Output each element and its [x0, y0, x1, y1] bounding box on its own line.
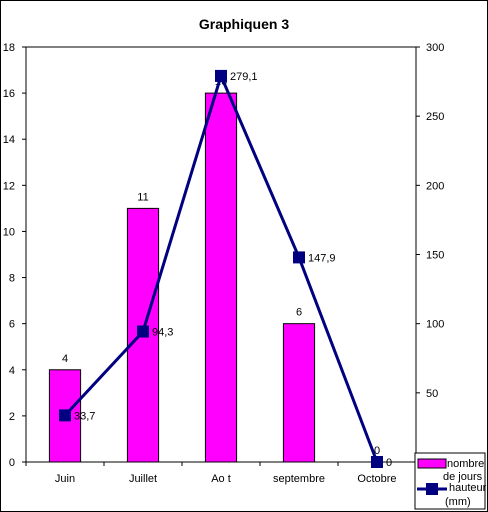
line-data-label: 33,7 [74, 410, 95, 422]
x-tick-label: septembre [273, 473, 325, 485]
legend-swatch-bar [417, 458, 447, 469]
y-right-tick-label: 50 [426, 388, 438, 400]
y-left-tick-label: 0 [9, 457, 15, 469]
chart-title: Graphiquen 3 [199, 16, 289, 32]
legend-label-bar-line2: de jours [443, 471, 483, 483]
legend-label-bar: nombre [447, 458, 484, 470]
line-data-label: 0 [386, 457, 392, 469]
line-marker [293, 251, 305, 264]
y-left-tick-label: 16 [3, 88, 15, 100]
y-right-tick-label: 100 [426, 319, 444, 331]
y-right-tick-label: 250 [426, 111, 444, 123]
y-left-tick-label: 2 [9, 411, 15, 423]
bar-data-label: 4 [62, 353, 68, 365]
bar-data-label: 11 [137, 191, 148, 203]
line-marker [59, 409, 71, 422]
y-left-tick-label: 6 [9, 319, 15, 331]
line-data-label: 279,1 [230, 71, 258, 83]
line-marker [371, 456, 383, 468]
x-tick-label: Octobre [357, 473, 396, 485]
y-left-tick-label: 10 [3, 226, 15, 238]
y-right-tick-label: 200 [426, 180, 444, 192]
bar-data-label: 0 [374, 445, 380, 457]
legend-swatch-marker [426, 483, 438, 495]
y-left-tick-label: 4 [9, 365, 15, 377]
y-right-tick-label: 300 [426, 42, 444, 54]
x-tick-label: Juillet [129, 473, 157, 485]
bar-data-label: 6 [296, 307, 302, 319]
legend-box [414, 452, 486, 510]
y-left-tick-label: 8 [9, 273, 15, 285]
legend-label-line-line2: (mm) [445, 496, 471, 508]
plot-area: 0 2 4 6 8 10 12 14 16 18 50 100 150 200 250 300 Juin Juil… [3, 42, 445, 485]
line-data-label: 147,9 [308, 252, 336, 264]
y-left-tick-label: 14 [3, 134, 15, 146]
bar [204, 92, 238, 463]
y-right-tick-label: 150 [426, 250, 444, 262]
legend-label-line: hauteur [449, 482, 487, 494]
bar [282, 323, 316, 463]
line-marker [215, 69, 227, 82]
x-tick-label: Juin [55, 473, 75, 485]
y-left-tick-label: 12 [3, 180, 15, 192]
line-marker [137, 325, 149, 338]
line-data-label: 94,3 [152, 327, 173, 339]
x-tick-label: Ao t [211, 473, 231, 485]
y-left-tick-label: 18 [3, 42, 15, 54]
